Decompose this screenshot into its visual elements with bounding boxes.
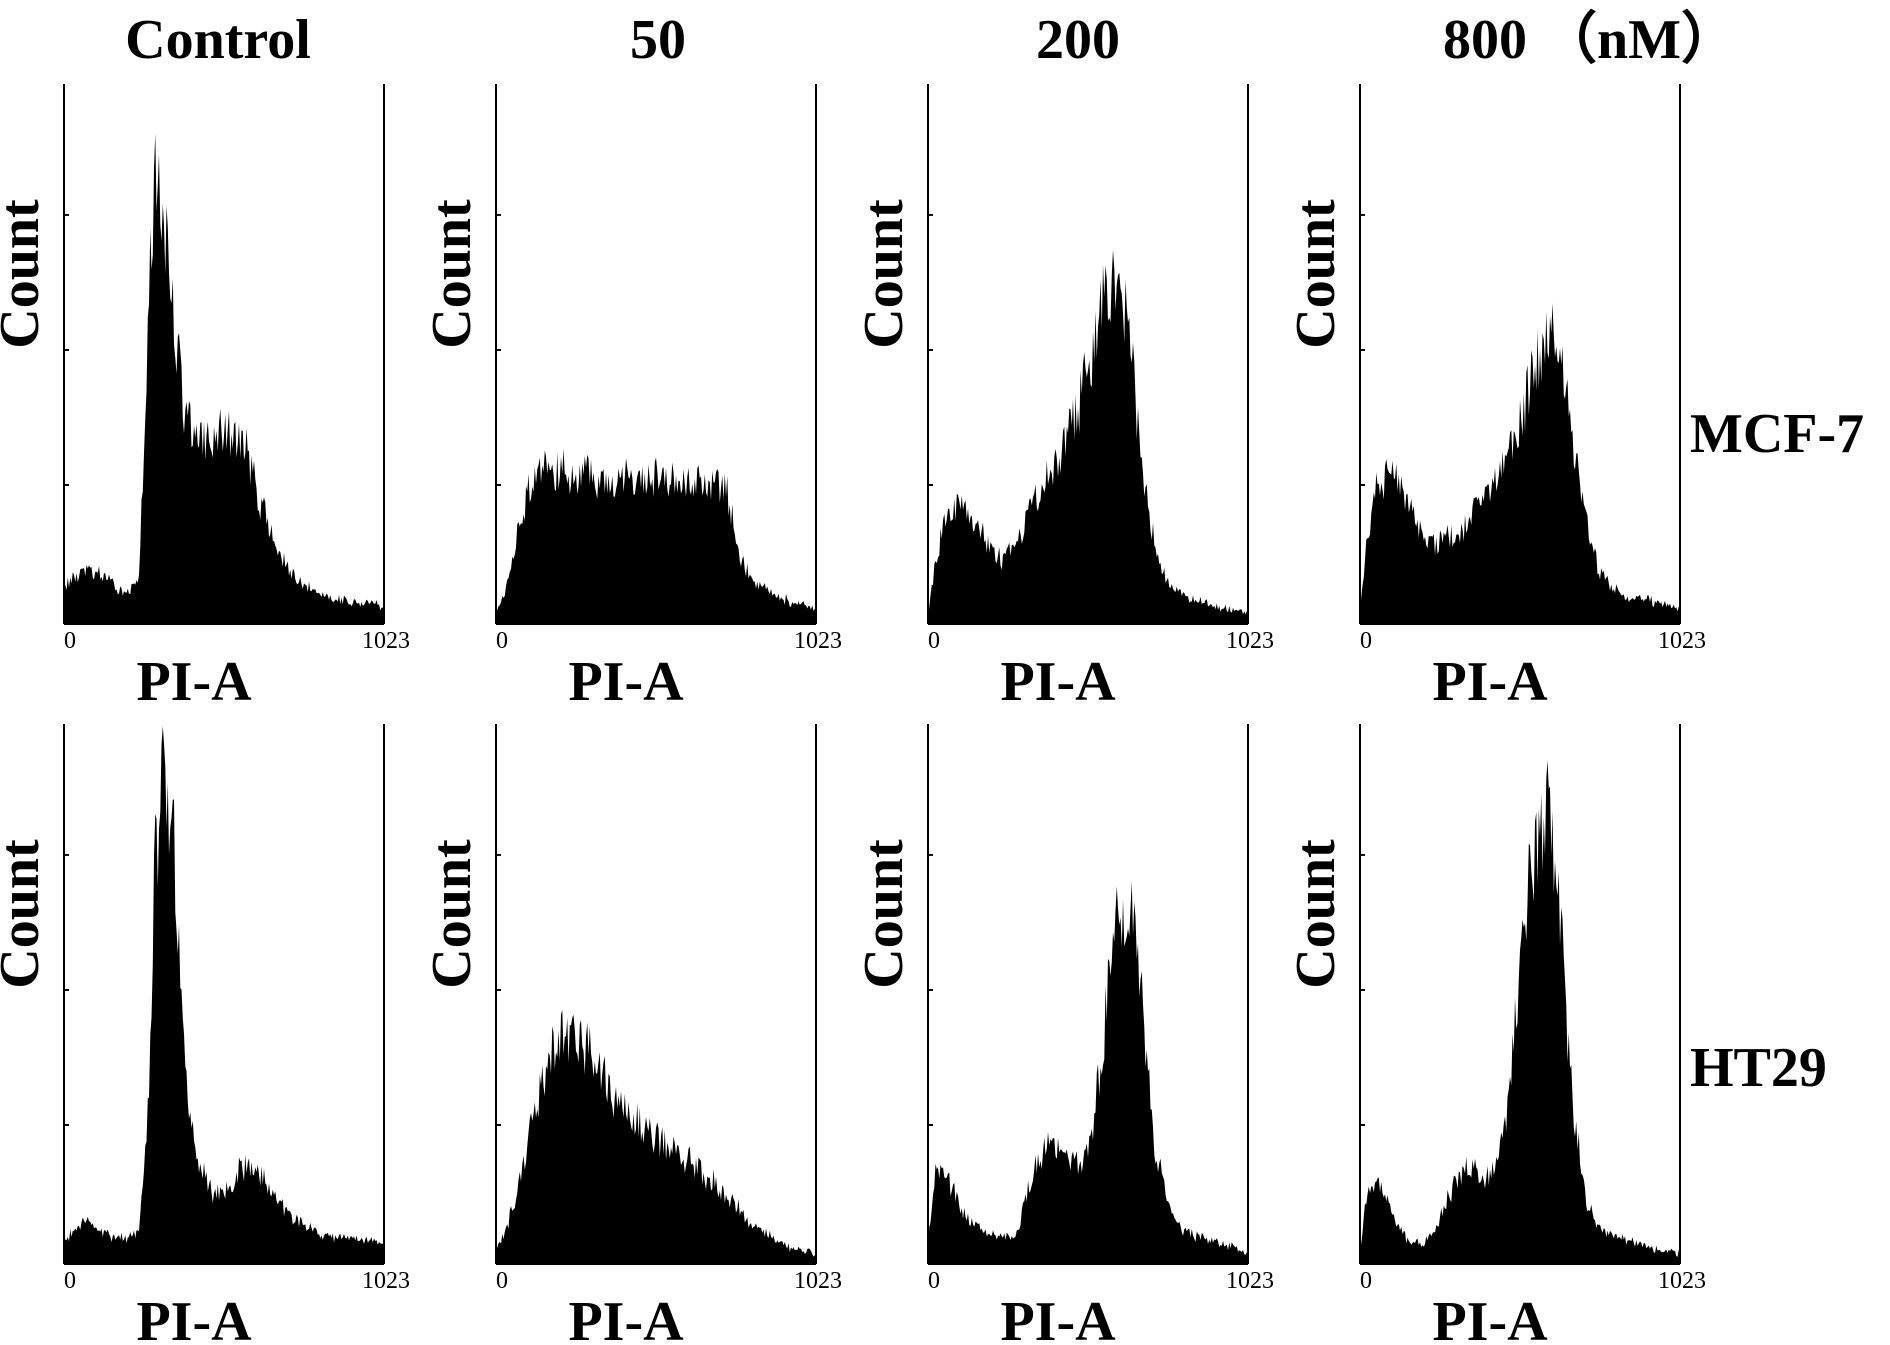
column-title-50: 50 bbox=[630, 9, 686, 71]
x-tick-label-max: 1023 bbox=[1658, 1268, 1706, 1294]
y-axis-label: Count bbox=[421, 199, 483, 349]
x-tick-label-min: 0 bbox=[1360, 628, 1372, 654]
x-tick-label-min: 0 bbox=[496, 628, 508, 654]
y-axis-label: Count bbox=[0, 199, 51, 349]
column-title-200: 200 bbox=[1036, 9, 1120, 71]
histogram-ht29-control bbox=[64, 726, 384, 1264]
histogram-mcf-7-800-nm bbox=[1360, 303, 1680, 624]
x-axis-label: PI-A bbox=[1432, 1291, 1548, 1345]
x-axis-label: PI-A bbox=[136, 1291, 252, 1345]
row-label-mcf7: MCF-7 bbox=[1690, 403, 1864, 465]
histogram-mcf-7-control bbox=[64, 133, 384, 624]
histogram-ht29-50 bbox=[496, 1010, 816, 1264]
histogram-mcf-7-200 bbox=[928, 249, 1248, 624]
panel-mcf-7-200: 0 1023 PI-A Count bbox=[853, 84, 1274, 713]
y-axis-label: Count bbox=[853, 839, 915, 989]
y-axis-label: Count bbox=[853, 199, 915, 349]
x-tick-label-min: 0 bbox=[928, 628, 940, 654]
histogram-panels: 0 1023 PI-A Count 0 1023 PI-A Count 0 1023 PI-A Cou… bbox=[0, 84, 1706, 1345]
panel-mcf-7-50: 0 1023 PI-A Count bbox=[421, 84, 842, 713]
y-axis-label: Count bbox=[1285, 839, 1347, 989]
row-label-ht29: HT29 bbox=[1690, 1037, 1827, 1099]
histogram-mcf-7-50 bbox=[496, 448, 816, 624]
panel-ht29-control: 0 1023 PI-A Count bbox=[0, 724, 410, 1345]
x-axis-label: PI-A bbox=[1000, 1291, 1116, 1345]
x-tick-label-max: 1023 bbox=[794, 628, 842, 654]
x-tick-label-min: 0 bbox=[64, 628, 76, 654]
x-axis-label: PI-A bbox=[568, 651, 684, 713]
x-axis-label: PI-A bbox=[1432, 651, 1548, 713]
x-tick-label-max: 1023 bbox=[1658, 628, 1706, 654]
x-axis-label: PI-A bbox=[136, 651, 252, 713]
panel-ht29-800-nm: 0 1023 PI-A Count bbox=[1285, 724, 1706, 1345]
x-tick-label-min: 0 bbox=[64, 1268, 76, 1294]
x-tick-label-max: 1023 bbox=[1226, 628, 1274, 654]
histogram-ht29-200 bbox=[928, 881, 1248, 1264]
y-axis-label: Count bbox=[1285, 199, 1347, 349]
column-title-control: Control bbox=[125, 9, 311, 71]
x-axis-label: PI-A bbox=[1000, 651, 1116, 713]
x-tick-label-max: 1023 bbox=[362, 1268, 410, 1294]
x-tick-label-min: 0 bbox=[1360, 1268, 1372, 1294]
panel-mcf-7-800-nm: 0 1023 PI-A Count bbox=[1285, 84, 1706, 713]
panel-mcf-7-control: 0 1023 PI-A Count bbox=[0, 84, 410, 713]
x-tick-label-max: 1023 bbox=[794, 1268, 842, 1294]
x-tick-label-max: 1023 bbox=[362, 628, 410, 654]
column-title-800-nm: 800 （nM） bbox=[1443, 8, 1737, 71]
histogram-ht29-800-nm bbox=[1360, 760, 1680, 1264]
x-axis-label: PI-A bbox=[568, 1291, 684, 1345]
y-axis-label: Count bbox=[421, 839, 483, 989]
panel-ht29-50: 0 1023 PI-A Count bbox=[421, 724, 842, 1345]
x-tick-label-min: 0 bbox=[496, 1268, 508, 1294]
y-axis-label: Count bbox=[0, 839, 51, 989]
panel-ht29-200: 0 1023 PI-A Count bbox=[853, 724, 1274, 1345]
x-tick-label-max: 1023 bbox=[1226, 1268, 1274, 1294]
x-tick-label-min: 0 bbox=[928, 1268, 940, 1294]
